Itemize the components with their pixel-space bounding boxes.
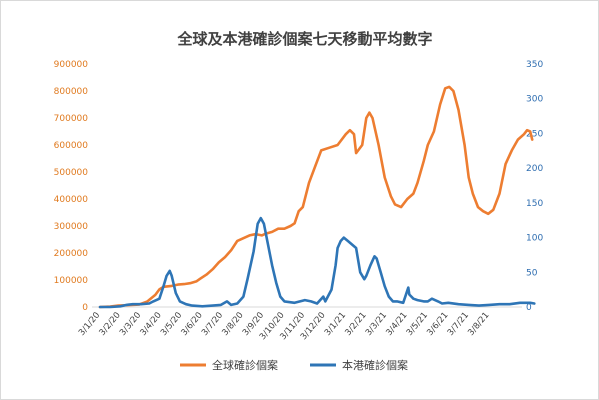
left-tick-label: 200000 xyxy=(54,249,89,259)
right-axis-ticks: 0 50 100 150 200 250 300 350 xyxy=(526,60,543,313)
left-tick-label: 100000 xyxy=(54,276,89,286)
left-tick-label: 0 xyxy=(82,303,88,313)
right-tick-label: 100 xyxy=(526,234,543,244)
left-axis-ticks: 0 100000 200000 300000 400000 500000 600000 700… xyxy=(54,60,89,313)
legend: 全球確診個案 本港確診個案 xyxy=(180,358,408,372)
right-tick-label: 250 xyxy=(526,129,543,139)
left-tick-label: 300000 xyxy=(54,222,89,232)
right-tick-label: 350 xyxy=(526,60,543,70)
series-line-0 xyxy=(98,85,534,309)
legend-label-global: 全球確診個案 xyxy=(212,358,278,372)
left-tick-label: 800000 xyxy=(54,87,89,97)
legend-label-hk: 本港確診個案 xyxy=(342,358,408,372)
series-lines xyxy=(98,85,536,309)
right-tick-label: 50 xyxy=(526,268,538,278)
left-tick-label: 400000 xyxy=(54,195,89,205)
right-tick-label: 300 xyxy=(526,95,543,105)
right-tick-label: 200 xyxy=(526,164,543,174)
series-line-1 xyxy=(98,216,536,309)
left-tick-label: 700000 xyxy=(54,114,89,124)
right-tick-label: 150 xyxy=(526,199,543,209)
right-tick-label: 0 xyxy=(526,303,532,313)
chart-title: 全球及本港確診個案七天移動平均數字 xyxy=(176,30,432,48)
left-tick-label: 600000 xyxy=(54,141,89,151)
left-tick-label: 500000 xyxy=(54,168,89,178)
left-tick-label: 900000 xyxy=(54,60,89,70)
